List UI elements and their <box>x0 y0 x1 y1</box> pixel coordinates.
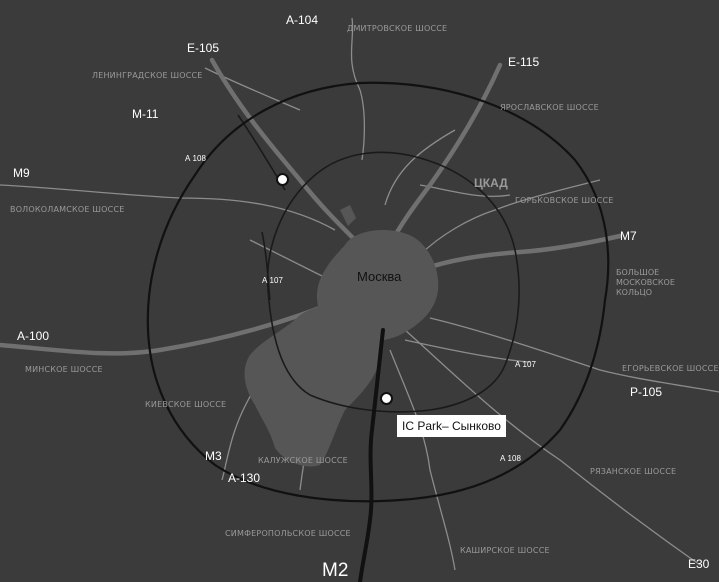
highway-e105 <box>209 57 358 243</box>
road-dmitrovskoe <box>350 17 366 161</box>
location-marker-north <box>276 173 289 186</box>
label-e115: Е-115 <box>508 55 540 69</box>
label-a130: А-130 <box>228 471 261 485</box>
highway-m2 <box>358 328 385 582</box>
label-ckad: ЦКАД <box>474 176 508 190</box>
label-yaroslavskoe: ЯРОСЛАВСКОЕ ШОССЕ <box>500 103 599 112</box>
label-kievskoe: КИЕВСКОЕ ШОССЕ <box>145 400 227 409</box>
label-m9: М9 <box>13 166 30 180</box>
outer-ring-bmk <box>146 81 610 503</box>
a107-west-link <box>261 231 271 301</box>
label-m11: М-11 <box>132 107 159 121</box>
label-ryazanskoe: РЯЗАНСКОЕ ШОССЕ <box>590 467 677 476</box>
label-dmitrovskoe: ДМИТРОВСКОЕ ШОССЕ <box>347 24 448 33</box>
road-yaroslavskoe-light <box>384 129 456 206</box>
road-egorievskoe <box>429 317 719 393</box>
label-bmk: БОЛЬШОЕ МОСКОВСКОЕ КОЛЬЦО <box>616 268 675 298</box>
location-marker-ic-park[interactable] <box>380 392 393 405</box>
new-moscow <box>244 304 382 467</box>
label-m2: М2 <box>322 560 349 581</box>
label-simferopolskoe: СИМФЕРОПОЛЬСКОЕ ШОССЕ <box>225 529 351 538</box>
label-m7: М7 <box>620 229 637 243</box>
label-kashirskoe: КАШИРСКОЕ ШОССЕ <box>460 546 550 555</box>
road-kashirskoe <box>389 349 456 571</box>
zelenograd <box>340 205 356 226</box>
label-p105: Р-105 <box>630 385 663 399</box>
label-e30: Е30 <box>688 557 710 571</box>
label-a104: А-104 <box>286 13 319 27</box>
city-area <box>244 205 439 467</box>
label-bmk-line-3: КОЛЬЦО <box>616 288 652 297</box>
highway-e115 <box>387 62 503 248</box>
label-m3: М3 <box>205 449 222 463</box>
label-a107-west: А 107 <box>262 276 283 285</box>
label-volokolamskoe: ВОЛОКОЛАМСКОЕ ШОССЕ <box>10 205 125 214</box>
road-gorkovskoe <box>419 179 601 256</box>
label-city-moscow: Москва <box>357 269 402 284</box>
highway-m7 <box>417 233 623 273</box>
major-highways <box>0 57 623 356</box>
label-a107-east: А 107 <box>515 360 536 369</box>
ic-park-callout[interactable]: IC Park– Сынково <box>397 415 506 437</box>
road-leningradskoe-light <box>204 67 301 111</box>
label-leningradskoe: ЛЕНИНГРАДСКОЕ ШОССЕ <box>92 71 203 80</box>
label-bmk-line-1: БОЛЬШОЕ <box>616 268 660 277</box>
label-minskoe: МИНСКОЕ ШОССЕ <box>25 365 103 374</box>
label-a108-nw: А 108 <box>185 154 206 163</box>
label-a108-se: А 108 <box>500 454 521 463</box>
label-gorkovskoe: ГОРЬКОВСКОЕ ШОССЕ <box>515 196 614 205</box>
label-kaluzhskoe: КАЛУЖСКОЕ ШОССЕ <box>258 456 348 465</box>
highway-a100 <box>0 297 343 356</box>
label-a100: А-100 <box>17 329 50 343</box>
label-egorievskoe: ЕГОРЬЕВСКОЕ ШОССЕ <box>622 364 719 373</box>
label-bmk-line-2: МОСКОВСКОЕ <box>616 278 675 287</box>
a107-ring <box>266 151 520 413</box>
label-e105: Е-105 <box>187 41 220 55</box>
road-misc-2 <box>404 339 531 363</box>
road-ryazanskoe <box>404 329 701 566</box>
